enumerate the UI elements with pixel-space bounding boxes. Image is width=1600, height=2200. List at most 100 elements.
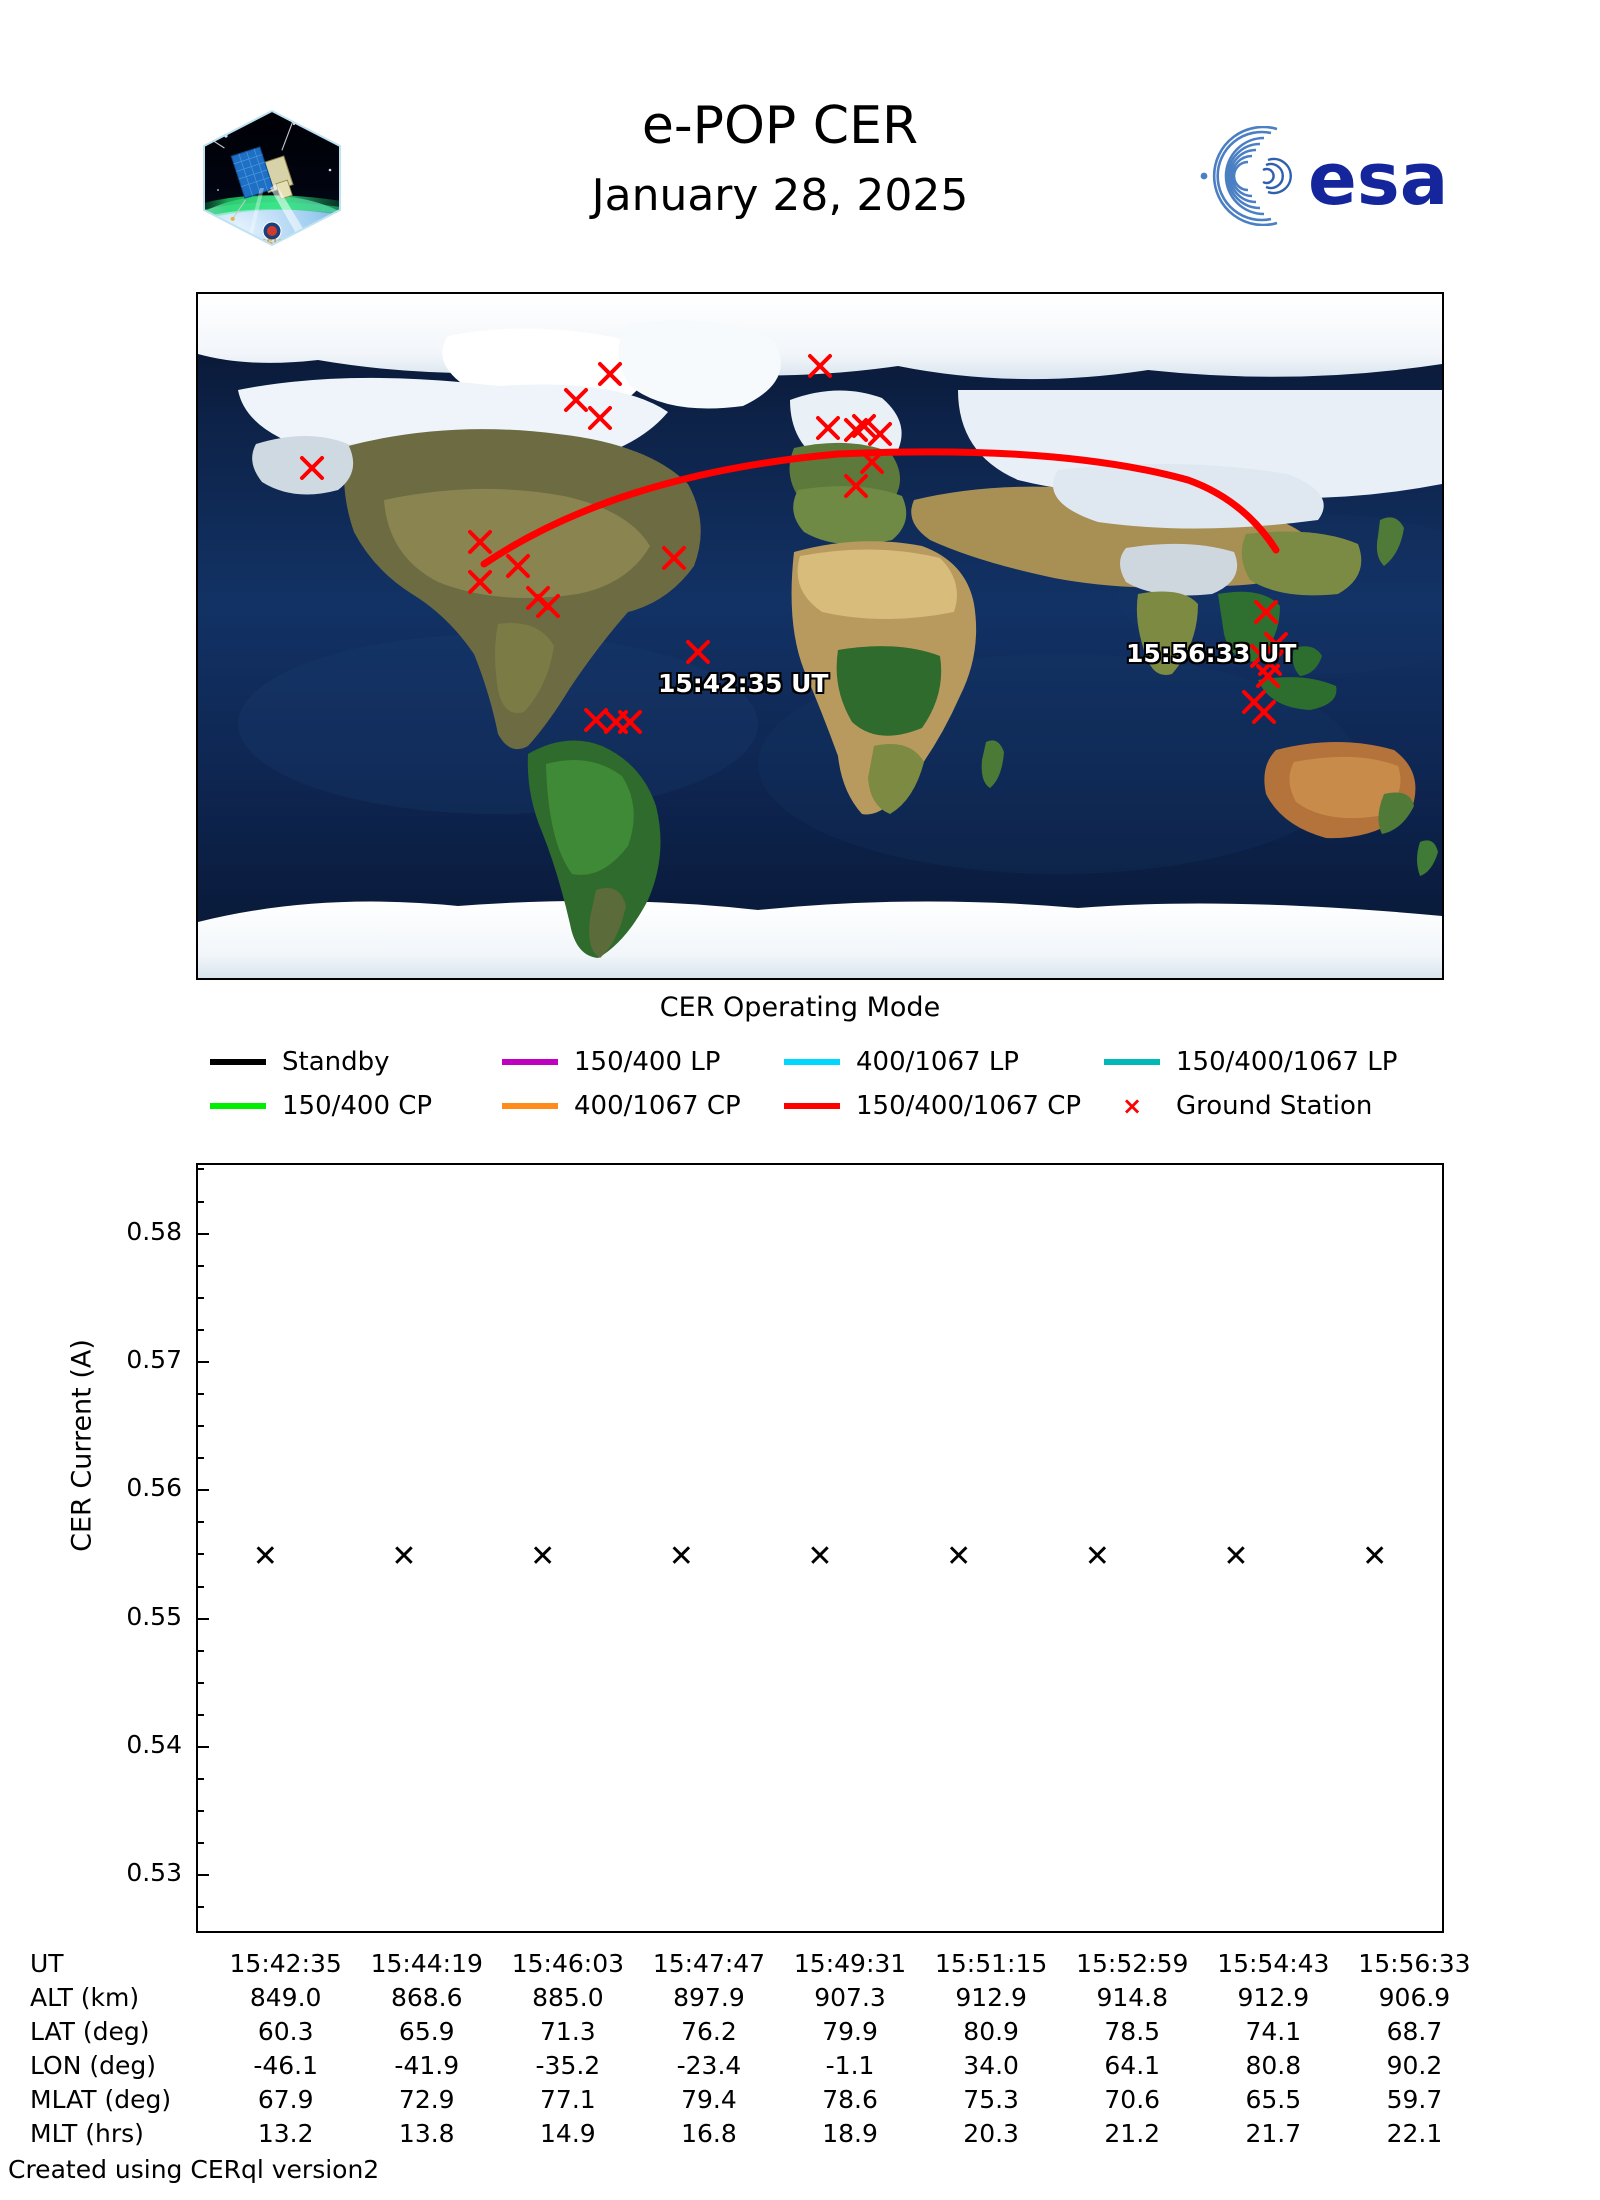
table-cell: 15:49:31 <box>793 1949 907 1978</box>
table-cell: 60.3 <box>257 2017 314 2046</box>
table-cell: 15:54:43 <box>1217 1949 1330 1978</box>
table-cell: 67.9 <box>257 2085 314 2114</box>
legend-line-swatch <box>1104 1059 1160 1065</box>
legend-label: Standby <box>282 1047 390 1077</box>
table-cell: 15:51:15 <box>935 1949 1048 1978</box>
table-cell: 15:47:47 <box>652 1949 766 1978</box>
legend-label: 400/1067 LP <box>856 1047 1019 1077</box>
table-cell: 15:52:59 <box>1076 1949 1189 1978</box>
orbit-track <box>480 448 1280 568</box>
table-cell: 912.9 <box>1237 1983 1310 2012</box>
legend-item-ground-station: × Ground Station <box>1104 1091 1372 1121</box>
table-cell: 22.1 <box>1386 2119 1443 2148</box>
legend-item-standby: Standby <box>210 1047 502 1077</box>
table-cell: 14.9 <box>540 2119 596 2148</box>
table-cell: 74.1 <box>1245 2017 1302 2046</box>
ground-station-marker-icon: × <box>1121 1092 1143 1120</box>
data-point-marker: ✕ <box>807 1538 833 1574</box>
legend-line-swatch <box>784 1059 840 1065</box>
data-point-marker: ✕ <box>1362 1538 1388 1574</box>
table-row-label: ALT (km) <box>30 1983 140 2012</box>
table-cell: 868.6 <box>390 1983 463 2012</box>
y-axis-minor-tick <box>196 1457 204 1460</box>
table-cell: 70.6 <box>1104 2085 1161 2114</box>
y-axis-tick <box>196 1874 209 1877</box>
table-cell: 72.9 <box>398 2085 455 2114</box>
footer-credit: Created using CERql version2 <box>8 2155 380 2184</box>
cer-current-plot <box>196 1163 1444 1933</box>
table-cell: 34.0 <box>963 2051 1019 2080</box>
legend-line-swatch <box>502 1103 558 1109</box>
y-axis-tick <box>196 1232 209 1235</box>
table-cell: 906.9 <box>1378 1983 1451 2012</box>
table-cell: 76.2 <box>681 2017 737 2046</box>
table-cell: 912.9 <box>955 1983 1027 2012</box>
y-axis-minor-tick <box>196 1168 204 1171</box>
y-axis-tick-label: 0.56 <box>126 1473 182 1503</box>
y-axis-minor-tick <box>196 1328 204 1331</box>
data-point-marker: ✕ <box>530 1538 556 1574</box>
legend-label: 400/1067 CP <box>574 1091 741 1121</box>
table-cell: 78.6 <box>822 2085 878 2114</box>
legend-label: 150/400 LP <box>574 1047 721 1077</box>
table-cell: 80.9 <box>963 2017 1019 2046</box>
table-cell: 65.5 <box>1245 2085 1302 2114</box>
page-date: January 28, 2025 <box>591 170 969 221</box>
table-cell: 15:56:33 <box>1358 1949 1471 1978</box>
data-point-marker: ✕ <box>252 1538 278 1574</box>
y-axis-minor-tick <box>196 1200 204 1203</box>
map-end-time-label: 15:56:33 UT <box>1126 639 1297 668</box>
legend-row: Standby 150/400 LP 400/1067 LP 150/400/1… <box>210 1040 1440 1084</box>
table-row: LAT (deg) 60.3 65.9 71.3 76.2 79.9 80.9 78.5 74.… <box>30 2015 1485 2049</box>
table-cell: 18.9 <box>822 2119 878 2148</box>
table-cell: 65.9 <box>398 2017 455 2046</box>
legend-item-150-400-cp: 150/400 CP <box>210 1091 502 1121</box>
y-axis-minor-tick <box>196 1842 204 1845</box>
y-axis-minor-tick <box>196 1296 204 1299</box>
table-cell: 78.5 <box>1104 2017 1161 2046</box>
legend-item-150-400-lp: 150/400 LP <box>502 1047 784 1077</box>
data-point-marker: ✕ <box>391 1538 417 1574</box>
legend-row: 150/400 CP 400/1067 CP 150/400/1067 CP ×… <box>210 1084 1440 1128</box>
y-axis-tick-label: 0.53 <box>126 1858 182 1888</box>
legend: Standby 150/400 LP 400/1067 LP 150/400/1… <box>210 1040 1440 1128</box>
legend-line-swatch <box>210 1059 266 1065</box>
data-point-marker: ✕ <box>946 1538 972 1574</box>
y-axis-tick <box>196 1489 209 1492</box>
table-cell: 21.7 <box>1245 2119 1302 2148</box>
table-row-label: LAT (deg) <box>30 2017 150 2046</box>
y-axis-minor-tick <box>196 1681 204 1684</box>
table-cell: 885.0 <box>532 1983 604 2012</box>
y-axis-minor-tick <box>196 1521 204 1524</box>
table-row: UT 15:42:35 15:44:19 15:46:03 15:47:47 15:49:… <box>30 1947 1485 1981</box>
table-cell: 71.3 <box>540 2017 596 2046</box>
table-cell: 21.2 <box>1104 2119 1161 2148</box>
page-header: CASSIOPE esa e-POP CER Januar <box>0 0 1600 280</box>
map-start-time-label: 15:42:35 UT <box>658 669 829 698</box>
table-cell: 59.7 <box>1386 2085 1443 2114</box>
legend-label: 150/400 CP <box>282 1091 433 1121</box>
y-axis-minor-tick <box>196 1553 204 1556</box>
legend-item-150-400-1067-lp: 150/400/1067 LP <box>1104 1047 1397 1077</box>
y-axis-minor-tick <box>196 1393 204 1395</box>
world-map-panel: 15:42:35 UT 15:56:33 UT <box>196 292 1444 980</box>
table-cell: 15:44:19 <box>370 1949 483 1978</box>
y-axis-tick-label: 0.55 <box>126 1601 182 1631</box>
table-row: LON (deg) -46.1 -41.9 -35.2 -23.4 -1.1 34.0 64.… <box>30 2049 1485 2083</box>
legend-line-swatch <box>784 1103 840 1109</box>
table-cell: 79.9 <box>822 2017 878 2046</box>
data-point-marker: ✕ <box>1084 1538 1110 1574</box>
table-cell: 90.2 <box>1386 2051 1443 2080</box>
y-axis-minor-tick <box>196 1713 204 1716</box>
y-axis-tick-label: 0.57 <box>126 1344 182 1374</box>
legend-line-swatch <box>210 1103 266 1109</box>
esa-logo: esa <box>1200 126 1448 226</box>
table-cell: -41.9 <box>394 2051 460 2080</box>
data-point-marker: ✕ <box>668 1538 694 1574</box>
table-cell: 849.0 <box>249 1983 322 2012</box>
y-axis-minor-tick <box>196 1425 204 1428</box>
y-axis-minor-tick <box>196 1649 204 1652</box>
y-axis-tick-label: 0.54 <box>126 1729 182 1759</box>
table-cell: 20.3 <box>963 2119 1019 2148</box>
table-cell: 15:42:35 <box>229 1949 342 1978</box>
